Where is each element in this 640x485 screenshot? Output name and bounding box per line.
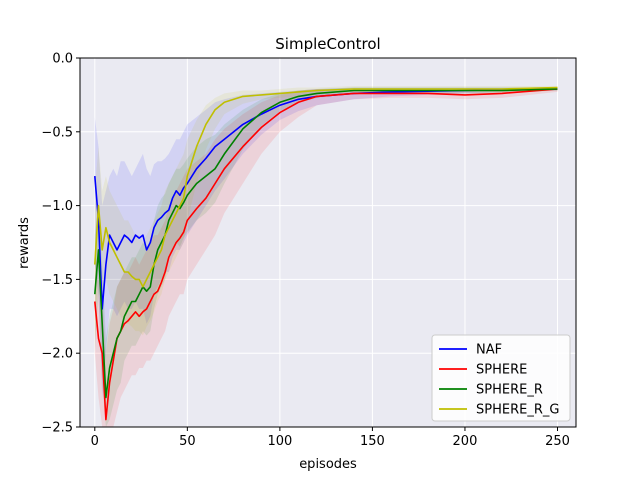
sphere-r-line: [94, 88, 558, 399]
x-axis-label: episodes: [299, 457, 357, 472]
sphere-r-g-line: [94, 86, 558, 288]
y-tick-label: −1.5: [41, 273, 73, 288]
x-tick-label: 250: [545, 434, 570, 449]
y-tick-label: −2.5: [41, 421, 73, 436]
legend-label-sphere: SPHERE: [476, 363, 527, 378]
chart-title: SimpleControl: [275, 35, 380, 53]
legend-box: [431, 334, 571, 422]
plot-frame: [79, 57, 577, 428]
y-axis-label: rewards: [17, 217, 32, 269]
x-tick-label: 100: [267, 434, 292, 449]
y-tick-label: −2.0: [41, 347, 73, 362]
naf-band: [94, 87, 558, 398]
x-tick-label: 50: [179, 434, 196, 449]
y-tick-label: −0.5: [41, 125, 73, 140]
legend-label-naf: NAF: [476, 343, 502, 358]
legend: NAF SPHERE SPHERE_R SPHERE_R_G: [431, 334, 571, 422]
legend-label-sphere-r: SPHERE_R: [476, 383, 543, 398]
x-tick-label: 0: [91, 434, 99, 449]
y-tick-label: −1.0: [41, 199, 73, 214]
y-axis-ticks: −2.5 −2.0 −1.5 −1.0 −0.5 0.0: [41, 52, 80, 436]
x-tick-label: 150: [360, 434, 385, 449]
y-tick-label: 0.0: [52, 52, 73, 67]
x-tick-label: 200: [453, 434, 478, 449]
series-lines: [94, 86, 558, 421]
x-axis-ticks: 0 50 100 150 200 250: [91, 427, 570, 449]
legend-label-sphere-r-g: SPHERE_R_G: [476, 403, 559, 418]
naf-line: [94, 88, 558, 310]
